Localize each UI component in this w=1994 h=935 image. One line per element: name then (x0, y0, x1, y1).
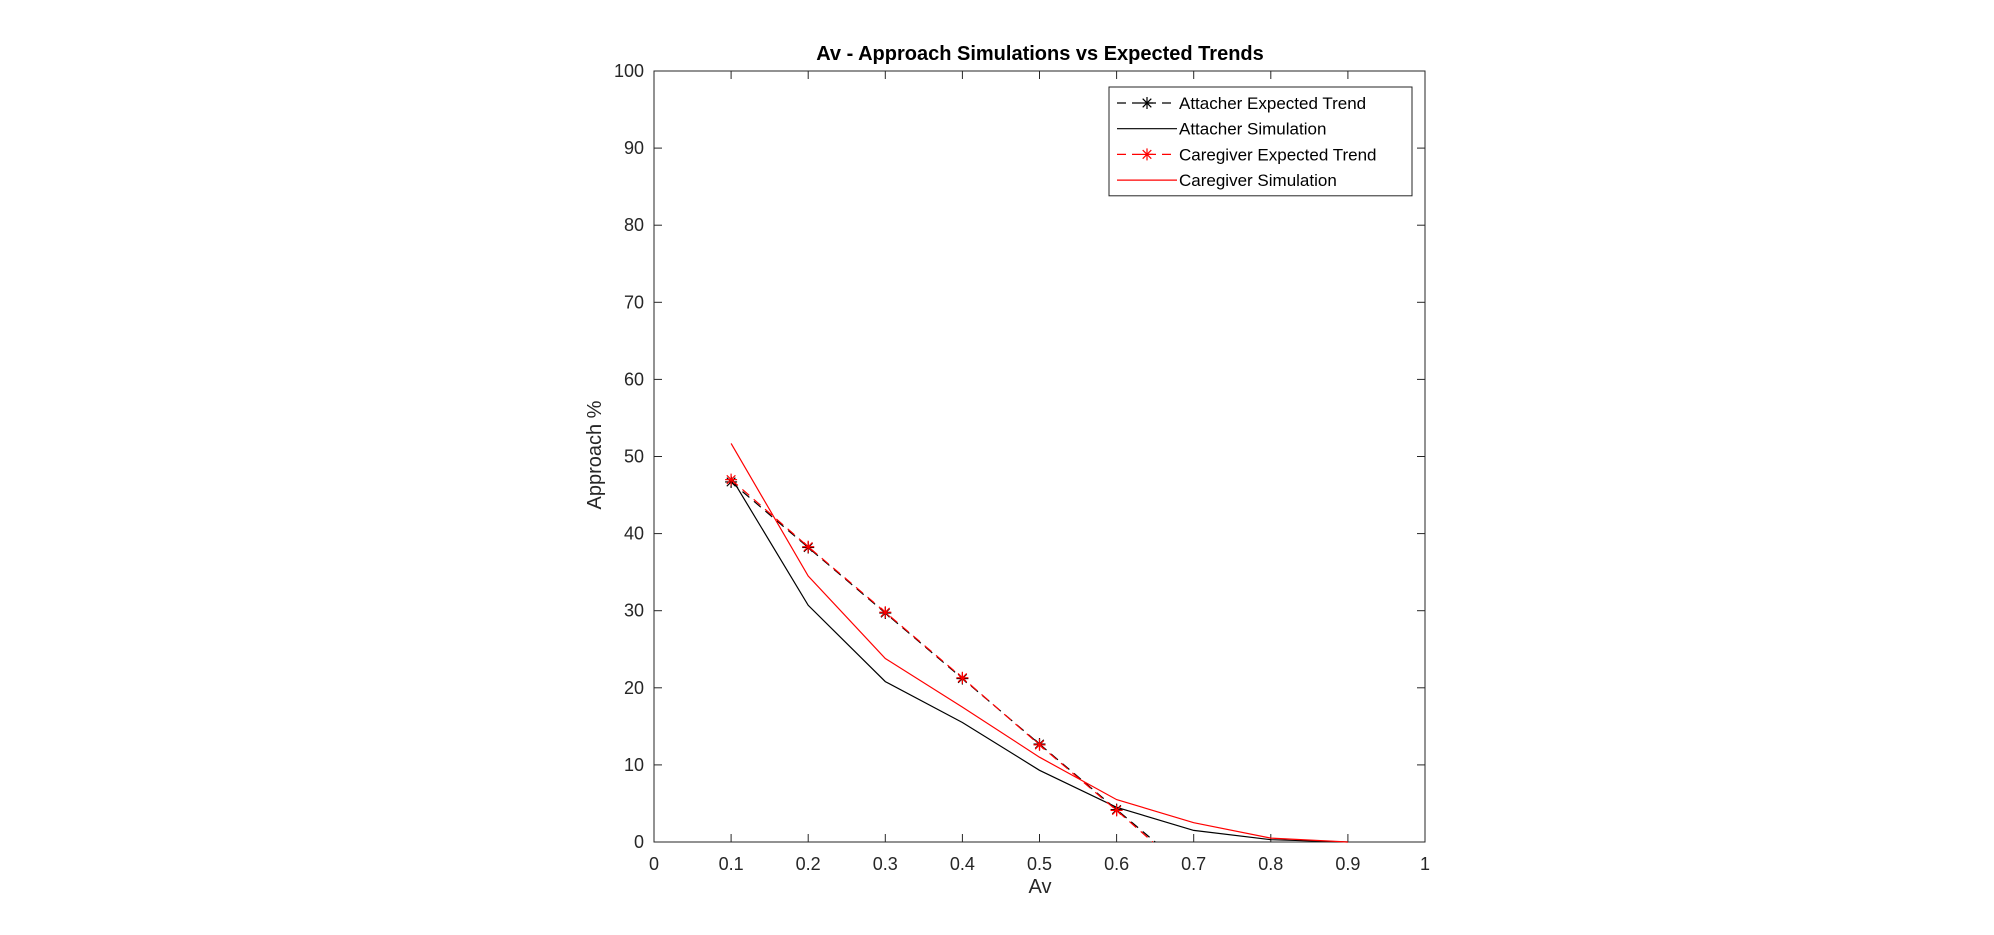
legend-label: Attacher Simulation (1179, 120, 1326, 139)
y-tick-label: 10 (624, 755, 644, 775)
series-layer (725, 443, 1348, 843)
series-line-attacher-simulation (730, 476, 1348, 843)
plot-area: 0 0.1 0.2 0.3 0.4 0.5 0.6 0.7 0.8 0.9 1 0 10 20 30 40 5… (614, 61, 1430, 874)
x-tick-label: 0.6 (1104, 854, 1129, 874)
data-point (956, 671, 969, 684)
data-point (1110, 804, 1123, 817)
legend-label: Caregiver Simulation (1179, 171, 1337, 190)
data-point (725, 473, 738, 486)
legend: Attacher Expected Trend Attacher Simulati… (1108, 86, 1413, 197)
legend-entry: Attacher Expected Trend (1117, 94, 1366, 113)
y-tick-label: 50 (624, 447, 644, 467)
x-tick-label: 0.7 (1181, 854, 1206, 874)
y-tick-label: 80 (624, 215, 644, 235)
y-tick-label: 20 (624, 678, 644, 698)
y-tick-label: 0 (634, 832, 644, 852)
x-tick-label: 0.9 (1335, 854, 1360, 874)
series-caregiver-simulation (730, 443, 1348, 843)
series-line-caregiver-simulation (730, 443, 1348, 843)
x-axis-ticks: 0 0.1 0.2 0.3 0.4 0.5 0.6 0.7 0.8 0.9 1 (649, 71, 1430, 874)
chart-title: Av - Approach Simulations vs Expected Tr… (816, 43, 1264, 65)
series-caregiver-expected-trend (725, 473, 1154, 843)
legend-entry: Caregiver Simulation (1117, 171, 1337, 190)
x-tick-label: 1 (1420, 854, 1430, 874)
x-tick-label: 0 (649, 854, 659, 874)
data-point (879, 606, 892, 619)
y-tick-label: 40 (624, 524, 644, 544)
x-tick-label: 0.3 (873, 854, 898, 874)
y-tick-label: 60 (624, 369, 644, 389)
x-tick-label: 0.5 (1027, 854, 1052, 874)
data-point (802, 540, 815, 553)
legend-entry: Caregiver Expected Trend (1117, 145, 1377, 164)
x-tick-label: 0.8 (1258, 854, 1283, 874)
series-attacher-simulation (730, 476, 1348, 843)
legend-entry: Attacher Simulation (1117, 120, 1326, 139)
x-tick-label: 0.2 (796, 854, 821, 874)
y-tick-label: 70 (624, 292, 644, 312)
legend-marker (1141, 148, 1153, 161)
legend-box (1108, 86, 1413, 197)
y-tick-label: 100 (614, 61, 644, 81)
legend-marker (1141, 97, 1153, 109)
x-tick-label: 0.4 (950, 854, 975, 874)
x-tick-label: 0.1 (719, 854, 744, 874)
x-axis-label: Av (1029, 876, 1052, 898)
y-tick-label: 30 (624, 601, 644, 621)
data-point (1033, 738, 1046, 751)
legend-label: Caregiver Expected Trend (1179, 145, 1377, 164)
legend-label: Attacher Expected Trend (1179, 94, 1366, 113)
y-axis-label: Approach % (584, 400, 606, 509)
y-axis-ticks: 0 10 20 30 40 50 60 70 80 90 100 (614, 61, 1425, 852)
axes-box (653, 70, 1426, 843)
y-tick-label: 90 (624, 138, 644, 158)
